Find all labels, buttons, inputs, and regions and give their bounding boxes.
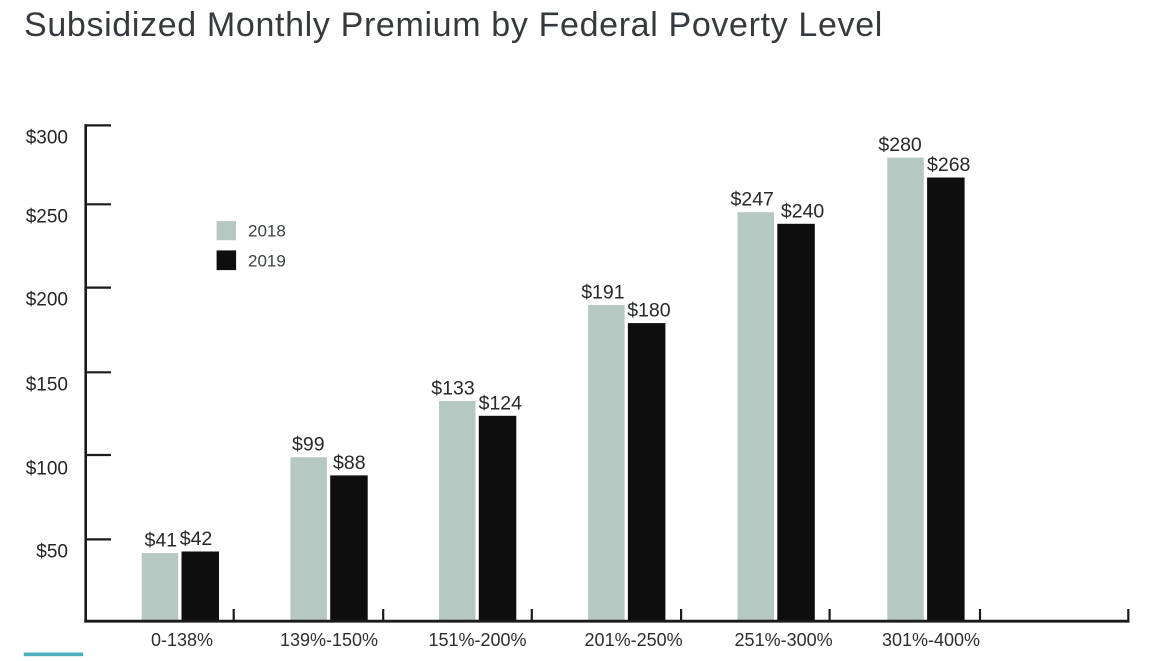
svg-text:$268: $268 <box>927 154 970 176</box>
svg-text:$180: $180 <box>627 300 671 322</box>
svg-text:$99: $99 <box>292 434 325 456</box>
svg-text:$88: $88 <box>333 452 366 474</box>
svg-text:139%-150%: 139%-150% <box>280 630 378 650</box>
svg-text:$280: $280 <box>878 134 922 156</box>
svg-text:201%-250%: 201%-250% <box>585 630 683 650</box>
svg-text:$124: $124 <box>479 392 523 414</box>
svg-text:$42: $42 <box>180 528 213 550</box>
svg-text:301%-400%: 301%-400% <box>882 630 980 650</box>
svg-text:$150: $150 <box>26 374 68 395</box>
svg-text:2019: 2019 <box>248 252 286 271</box>
svg-text:$50: $50 <box>36 541 68 562</box>
svg-text:$41: $41 <box>145 530 178 552</box>
svg-text:$200: $200 <box>26 290 68 311</box>
svg-text:251%-300%: 251%-300% <box>735 630 833 650</box>
svg-text:$247: $247 <box>731 189 774 211</box>
svg-text:$191: $191 <box>581 281 624 303</box>
svg-text:151%-200%: 151%-200% <box>428 630 526 650</box>
svg-text:$240: $240 <box>781 200 825 222</box>
svg-text:$300: $300 <box>26 127 68 148</box>
svg-text:$250: $250 <box>26 206 68 227</box>
svg-text:0-138%: 0-138% <box>151 630 213 650</box>
svg-text:$100: $100 <box>26 459 68 480</box>
svg-text:$133: $133 <box>431 377 474 399</box>
svg-text:Subsidized Monthly Premium by: Subsidized Monthly Premium by Federal Po… <box>24 6 883 44</box>
svg-text:2018: 2018 <box>248 222 286 241</box>
